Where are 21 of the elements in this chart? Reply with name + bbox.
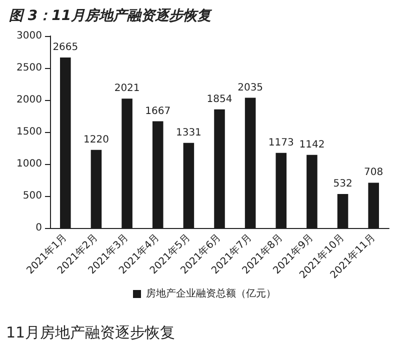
data-label: 2665 [52,42,78,53]
data-label: 1220 [84,134,109,146]
y-tick-label: 0 [36,222,42,234]
data-label: 1331 [176,127,202,138]
data-label: 1173 [268,137,294,148]
y-tick-label: 3000 [16,30,42,42]
data-label: 1667 [145,106,171,117]
data-label: 1142 [299,139,325,150]
data-label: 2021 [114,83,140,94]
y-tick-label: 2500 [16,62,42,74]
data-label: 532 [333,178,352,190]
y-tick-label: 2000 [16,94,42,106]
data-label: 1854 [206,94,232,105]
y-tick-label: 1500 [16,126,42,138]
data-label: 708 [364,167,384,178]
chart-title: 图 3：11月房地产融资逐步恢复 [9,7,214,24]
legend-label: 房地产企业融资总额（亿元） [146,288,276,300]
data-label: 2035 [238,82,264,94]
y-tick-label: 1000 [16,158,42,170]
text: 11月房地产融资逐步恢复 [6,324,176,342]
y-tick-label: 500 [22,190,42,202]
